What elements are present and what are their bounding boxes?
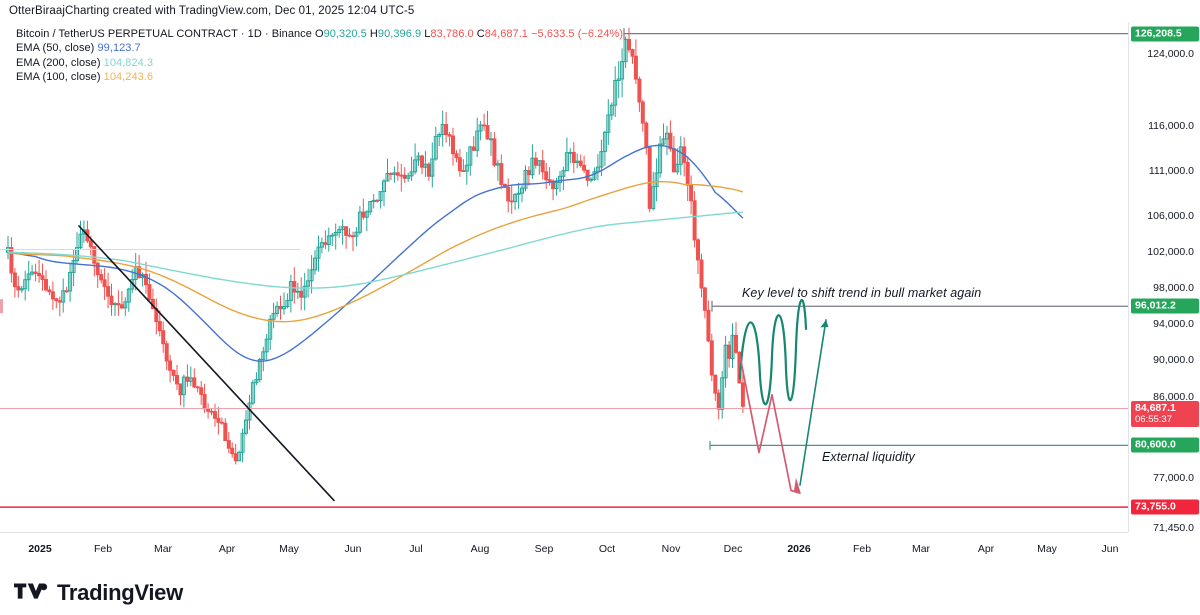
time-axis[interactable]: 2025 Feb Mar Apr May Jun Jul Aug Sep Oct Nov Dec 202… [0,532,1128,565]
legend-low-value: 83,786.0 [430,28,474,40]
price-label-key-level[interactable]: 96,012.2 [1131,298,1199,314]
chart-canvas [0,27,1128,508]
chart-plot-area[interactable] [0,22,1128,532]
drawing-overlay-group [0,28,1128,508]
price-label-support[interactable]: 73,755.0 [1131,499,1199,515]
price-tick-label: 116,000.0 [1148,119,1194,132]
annotation-external-liquidity[interactable]: External liquidity [822,449,915,464]
price-tick-label: 86,000.0 [1153,390,1194,403]
legend-close-value: 84,687.1 [484,28,528,40]
price-tick-label: 71,450.0 [1153,521,1194,534]
time-tick-label: Sep [534,543,554,555]
legend-open-value: 90,320.5 [323,28,367,40]
footer-branding: TradingView [14,580,183,606]
annotation-key-level[interactable]: Key level to shift trend in bull market … [742,285,982,300]
price-label-current[interactable]: 84,687.1 06:55:37 [1131,400,1199,427]
time-tick-label: Aug [470,543,490,555]
legend-ema200-row[interactable]: EMA (200, close) 104,824.3 [16,57,623,70]
legend-ema100-value: 104,243.6 [103,71,154,84]
price-label-liquidity[interactable]: 80,600.0 [1131,437,1199,453]
time-tick-label: 2026 [787,543,811,555]
current-price-value: 84,687.1 [1135,401,1176,414]
legend-exchange: Binance [271,28,312,40]
time-tick-label: Feb [852,543,872,555]
bar-countdown: 06:55:37 [1135,413,1172,425]
legend-ema200-value: 104,824.3 [103,56,154,69]
time-tick-label: Oct [598,543,616,555]
legend-ema100-label: EMA (100, close) [16,71,101,84]
legend-symbol-row[interactable]: Bitcoin / TetherUS PERPETUAL CONTRACT · … [16,28,623,41]
legend-high-label: H [369,28,378,40]
attribution-text: OtterBiraajCharting created with Trading… [9,5,415,17]
price-tick-label: 106,000.0 [1147,210,1194,223]
price-tick-label: 98,000.0 [1153,282,1194,295]
time-tick-label: Nov [661,543,681,555]
price-label-high[interactable]: 126,208.5 [1131,26,1199,42]
legend-low-label: L [424,28,431,40]
time-tick-label: Jun [1101,543,1119,555]
time-tick-label: May [1037,543,1057,555]
legend-high-value: 90,396.9 [377,28,422,40]
legend-ema50-label: EMA (50, close) [16,42,95,55]
legend-change-value: −5,633.5 (−6.24%) [531,28,624,40]
time-tick-label: Feb [93,543,113,555]
tradingview-wordmark: TradingView [57,580,183,605]
legend-sep-2: · [264,28,269,40]
chart-legend: Bitcoin / TetherUS PERPETUAL CONTRACT · … [16,28,623,85]
price-tick-label: 111,000.0 [1148,164,1194,177]
price-tick-label: 90,000.0 [1153,354,1194,367]
legend-ema200-label: EMA (200, close) [16,56,101,69]
tradingview-logo-icon [14,583,48,599]
price-axis[interactable]: USDT 124,000.0116,000.0111,000.0106,000.… [1128,22,1200,534]
legend-close-label: C [476,28,485,40]
time-tick-label: Apr [218,543,236,555]
time-tick-label: Jun [344,543,362,555]
legend-interval: 1D [247,28,262,40]
legend-ema100-row[interactable]: EMA (100, close) 104,243.6 [16,71,623,84]
time-tick-label: 2025 [28,543,52,555]
time-tick-label: Mar [911,543,931,555]
legend-sep-1: · [240,28,245,40]
price-tick-label: 77,000.0 [1153,471,1194,484]
price-tick-label: 102,000.0 [1147,246,1194,259]
legend-symbol-name: Bitcoin / TetherUS PERPETUAL CONTRACT [16,28,238,40]
legend-ema50-value: 99,123.7 [97,42,141,55]
legend-ema50-row[interactable]: EMA (50, close) 99,123.7 [16,42,623,55]
ema-overlay-group [7,144,744,362]
price-tick-label: 94,000.0 [1153,318,1194,331]
price-tick-label: 124,000.0 [1147,47,1194,60]
candlestick-series [6,27,745,465]
time-tick-label: Dec [723,543,743,555]
legend-open-label: O [314,28,324,40]
time-tick-label: Jul [409,543,423,555]
time-tick-label: Apr [977,543,995,555]
time-tick-label: May [279,543,299,555]
time-tick-label: Mar [153,543,173,555]
